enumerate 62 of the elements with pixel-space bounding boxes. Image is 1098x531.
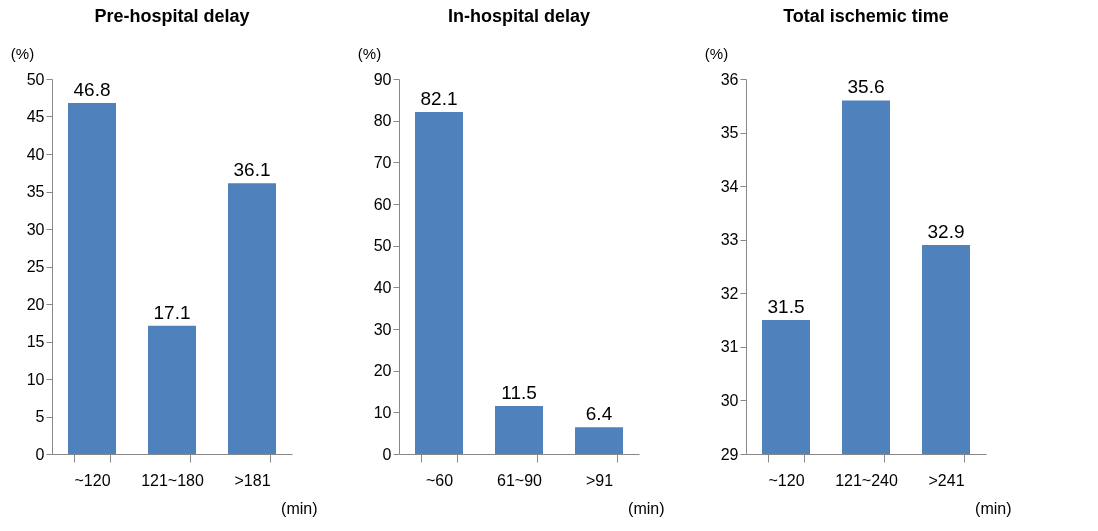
y-tick-label: 5	[35, 408, 45, 425]
y-axis-title: (%)	[357, 44, 382, 62]
bar	[68, 103, 116, 454]
y-tick-label: 29	[720, 445, 739, 463]
data-label: 31.5	[767, 296, 805, 318]
y-tick-label: 0	[382, 445, 392, 463]
x-axis-title: (min)	[628, 499, 665, 517]
y-tick-label: 50	[26, 70, 45, 88]
y-tick-label: 15	[26, 333, 45, 350]
y-tick-label: 10	[26, 370, 45, 388]
y-axis-title: (%)	[10, 44, 35, 62]
y-tick-label: 35	[720, 124, 739, 142]
y-tick-label: 0	[35, 445, 45, 463]
y-tick-label: 10	[373, 403, 392, 421]
x-tick-label: ~120	[768, 471, 805, 489]
y-tick-label: 30	[373, 320, 392, 338]
y-tick-label: 32	[720, 284, 739, 302]
y-tick-label: 60	[373, 195, 392, 213]
y-tick-label: 40	[373, 278, 392, 296]
y-tick-label: 90	[373, 70, 392, 88]
y-tick-label: 25	[26, 258, 45, 275]
y-tick-label: 50	[373, 237, 392, 255]
y-tick-label: 33	[720, 231, 739, 249]
data-label: 36.1	[233, 159, 271, 181]
data-label: 82.1	[420, 87, 458, 109]
y-tick-label: 31	[720, 338, 739, 356]
x-tick-label: ~120	[74, 471, 111, 489]
y-tick-label: 70	[373, 153, 392, 171]
y-tick-label: 34	[720, 177, 739, 195]
x-tick-label: ~60	[425, 471, 454, 489]
chart-title: Total ischemic time	[783, 6, 949, 26]
x-tick-label: 121~180	[141, 471, 204, 489]
data-label: 35.6	[847, 76, 885, 98]
bar	[575, 427, 623, 454]
bar	[148, 325, 196, 454]
x-tick-label: 121~240	[835, 471, 898, 489]
x-axis-title: (min)	[975, 499, 1012, 517]
y-tick-label: 35	[26, 183, 45, 200]
bar	[495, 406, 543, 454]
data-label: 6.4	[585, 403, 613, 425]
x-tick-label: >91	[585, 471, 614, 489]
y-tick-label: 20	[373, 362, 392, 380]
data-label: 17.1	[153, 301, 191, 323]
y-tick-label: 20	[26, 295, 45, 313]
x-axis-title: (min)	[281, 499, 318, 517]
bar	[415, 111, 463, 454]
x-tick-label: >181	[234, 471, 271, 489]
chart-title: Pre-hospital delay	[94, 6, 250, 26]
data-label: 46.8	[73, 79, 111, 100]
y-tick-label: 80	[373, 112, 392, 130]
y-tick-label: 30	[720, 391, 739, 409]
bar	[228, 183, 276, 454]
y-tick-label: 40	[26, 145, 45, 163]
y-tick-label: 36	[720, 70, 739, 88]
y-tick-label: 30	[26, 220, 45, 238]
x-tick-label: >241	[928, 471, 965, 489]
chart-title: In-hospital delay	[447, 6, 591, 26]
data-label: 11.5	[501, 382, 537, 404]
x-tick-label: 61~90	[497, 471, 543, 489]
data-label: 32.9	[927, 221, 965, 243]
y-axis-title: (%)	[704, 44, 729, 62]
y-tick-label: 45	[26, 108, 45, 125]
